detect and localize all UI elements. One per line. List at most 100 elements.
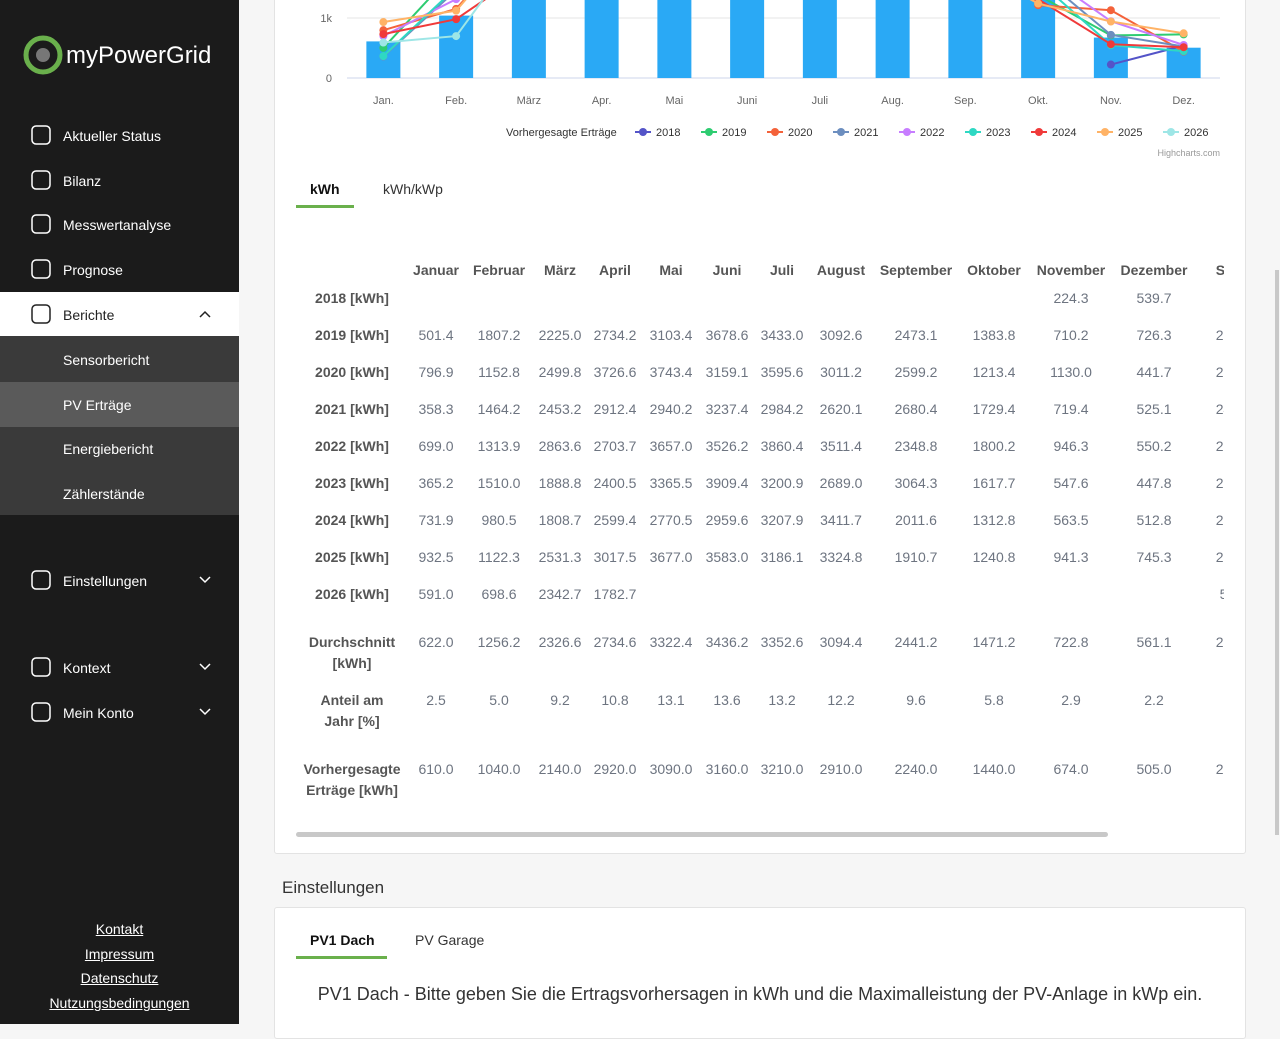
subnav-item[interactable]: Energiebericht bbox=[63, 440, 154, 457]
page-scrollbar[interactable] bbox=[1275, 270, 1279, 835]
column-header: September bbox=[879, 262, 953, 278]
table-cell: 3237.4 bbox=[705, 401, 749, 417]
subnav-item[interactable]: Zählerstände bbox=[63, 485, 145, 502]
table-cell: 3103.4 bbox=[649, 327, 693, 343]
chevron bbox=[199, 708, 211, 716]
nav-icon bbox=[31, 304, 51, 324]
series-marker bbox=[1034, 0, 1043, 8]
table-cell: 1040.0 bbox=[477, 761, 521, 777]
icon-shape bbox=[31, 125, 51, 145]
nav-item[interactable]: Prognose bbox=[63, 261, 123, 278]
row-label: 2023 [kWh] bbox=[315, 475, 389, 491]
column-header: Oktober bbox=[967, 262, 1021, 278]
legend-label: 2023 bbox=[986, 127, 1010, 139]
table-cell: 764.0 bbox=[1223, 290, 1224, 306]
table-cell: 539.7 bbox=[1136, 290, 1172, 306]
table-cell: 3186.1 bbox=[760, 549, 804, 565]
table-cell: 2959.6 bbox=[705, 512, 749, 528]
legend-label: 2024 bbox=[1052, 127, 1076, 139]
settings-text: PV1 Dach - Bitte geben Sie die Ertragsvo… bbox=[317, 984, 1203, 1004]
table-cell: 674.0 bbox=[1053, 761, 1089, 777]
credit: Highcharts.com bbox=[1157, 148, 1220, 158]
table-cell: 3090.0 bbox=[649, 761, 693, 777]
table-cell: 1471.2 bbox=[972, 634, 1016, 650]
nav-item[interactable]: Kontext bbox=[63, 659, 111, 676]
column-header: Juni bbox=[712, 262, 742, 278]
icon-shape bbox=[31, 304, 51, 324]
tab[interactable]: kWh bbox=[310, 181, 340, 197]
table-cell: 501.4 bbox=[418, 327, 454, 343]
table-cell: 525.1 bbox=[1136, 401, 1172, 417]
legend-label: 2020 bbox=[788, 127, 812, 139]
table-cell: 441.7 bbox=[1136, 364, 1172, 380]
table-cell: 224.3 bbox=[1053, 290, 1089, 306]
table-cell: 2400.5 bbox=[593, 475, 637, 491]
footer-link[interactable]: Datenschutz bbox=[80, 970, 159, 986]
x-tick-label: März bbox=[517, 95, 541, 107]
footer-link[interactable]: Kontakt bbox=[95, 921, 144, 937]
table-cell: 1312.8 bbox=[972, 512, 1016, 528]
table-cell: 2910.0 bbox=[819, 761, 863, 777]
column-header: April bbox=[599, 262, 631, 278]
table-cell: 3595.6 bbox=[760, 364, 804, 380]
tab-underline bbox=[296, 205, 354, 208]
nav-icon bbox=[31, 214, 51, 234]
table-cell: 2473.1 bbox=[894, 327, 938, 343]
table-cell: 2342.7 bbox=[538, 586, 582, 602]
table-cell: 2453.2 bbox=[538, 401, 582, 417]
nav-item[interactable]: Messwertanalyse bbox=[63, 216, 172, 233]
table-cell: 1130.0 bbox=[1050, 364, 1092, 380]
table-cell: 726.3 bbox=[1136, 327, 1172, 343]
table-cell: 3160.0 bbox=[705, 761, 749, 777]
table-cell: 2499.8 bbox=[538, 364, 582, 380]
nav-item[interactable]: Aktueller Status bbox=[63, 127, 162, 144]
footer-link[interactable]: Nutzungsbedingungen bbox=[49, 995, 190, 1011]
table-cell: 3860.4 bbox=[760, 438, 804, 454]
table-cell: 3526.2 bbox=[705, 438, 749, 454]
subnav-item[interactable]: Sensorbericht bbox=[63, 351, 150, 368]
logo-icon bbox=[36, 48, 50, 62]
nav-item[interactable]: Bilanz bbox=[63, 172, 102, 189]
legend-label: 2018 bbox=[656, 127, 680, 139]
legend-symbol bbox=[1101, 128, 1109, 136]
legend-symbol bbox=[1167, 128, 1175, 136]
column-header: Mai bbox=[659, 262, 683, 278]
row-label: Vorhergesagte Erträge [kWh] bbox=[303, 761, 401, 798]
series-marker bbox=[1179, 29, 1188, 38]
tab-underline bbox=[296, 956, 387, 959]
table-cell: 731.9 bbox=[418, 512, 454, 528]
table-cell: 3322.4 bbox=[649, 634, 693, 650]
legend-label: 2022 bbox=[920, 127, 944, 139]
scrollbar[interactable] bbox=[296, 832, 1108, 837]
table-cell: 2734.6 bbox=[593, 634, 637, 650]
table-cell: 3207.9 bbox=[760, 512, 804, 528]
column-header: Summe bbox=[1215, 262, 1224, 278]
table-cell: 1617.7 bbox=[972, 475, 1016, 491]
report-card bbox=[274, 0, 1246, 854]
nav-item[interactable]: Berichte bbox=[0, 292, 239, 337]
table-cell: 722.8 bbox=[1053, 634, 1089, 650]
nav-item[interactable]: Mein Konto bbox=[63, 704, 134, 721]
row-label: 2026 [kWh] bbox=[315, 586, 389, 602]
subnav-item[interactable]: PV Erträge bbox=[0, 382, 239, 427]
row-label: 2018 [kWh] bbox=[315, 290, 389, 306]
table-cell: 2240.0 bbox=[894, 761, 938, 777]
table-cell: 1240.8 bbox=[972, 549, 1016, 565]
table-cell: 2225.0 bbox=[538, 327, 582, 343]
table-cell: 2441.2 bbox=[894, 634, 938, 650]
logo-icon bbox=[23, 35, 63, 75]
tab[interactable]: PV Garage bbox=[415, 932, 485, 948]
footer-link[interactable]: Impressum bbox=[84, 946, 155, 962]
tab[interactable]: PV1 Dach bbox=[310, 932, 375, 948]
x-tick-label: Sep. bbox=[954, 95, 977, 107]
nav-icon bbox=[31, 170, 51, 190]
column-header: November bbox=[1036, 262, 1106, 278]
tab[interactable]: kWh/kWp bbox=[383, 181, 443, 197]
table-cell: 3092.6 bbox=[819, 327, 863, 343]
table-cell: 563.5 bbox=[1053, 512, 1089, 528]
bar bbox=[511, 0, 546, 78]
series-marker bbox=[1179, 43, 1188, 52]
nav-item[interactable]: Einstellungen bbox=[63, 572, 148, 589]
table-cell: 622.0 bbox=[418, 634, 454, 650]
table-cell: 13.2 bbox=[768, 692, 796, 708]
